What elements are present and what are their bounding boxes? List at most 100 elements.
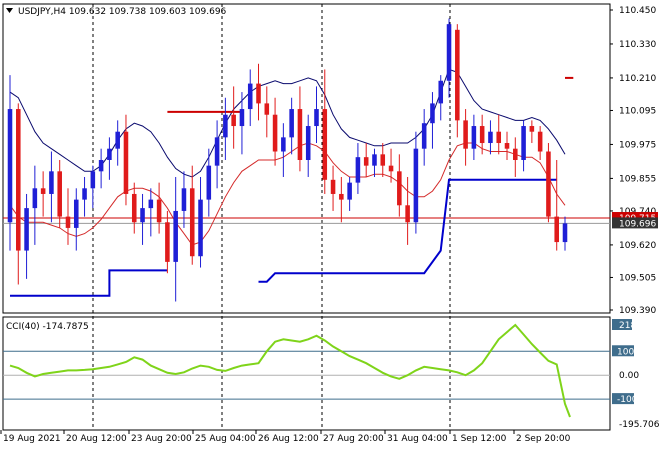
price-tick-label: 109.620 [619,241,656,251]
candle-body [140,208,145,223]
dropdown-triangle-icon [6,8,13,13]
candle [355,143,361,194]
candle [223,97,228,160]
time-tick-label: 19 Aug 2021 [3,434,61,444]
time-tick-label: 1 Sep 12:00 [452,434,507,444]
cci-level-tag [612,319,632,330]
time-tick-label: 27 Aug 20:00 [323,434,384,444]
candle [156,182,162,234]
candle [372,148,377,177]
candle [115,120,120,166]
candle [388,148,394,183]
candle [289,97,294,155]
candle-body [16,109,21,251]
candle [562,216,568,251]
candle-body [214,137,220,166]
candle [322,69,328,194]
candle-body [181,188,187,211]
candle [455,24,460,138]
time-tick-label: 25 Aug 04:00 [195,434,256,444]
candle-body [189,188,195,257]
candle-body [247,83,253,110]
candle-body [198,199,203,257]
candle [264,86,270,138]
candle-body [546,151,551,217]
candle-body [49,171,54,194]
cci-tick-label: -195.7063 [619,420,660,430]
candle [49,151,54,223]
candle-body [405,205,410,223]
candle [65,188,71,245]
candle-body [65,216,71,228]
cci-level-tag [612,345,634,357]
cci-tick-label: 100 [617,347,634,357]
candle [247,69,253,127]
candle-body [148,199,154,209]
price-tick-label: 110.330 [619,40,656,50]
candle-body [380,154,386,166]
cci-tick-label: -100 [617,395,638,405]
candle [90,165,96,209]
candle-body [339,193,344,200]
candle [256,63,261,121]
candle-body [206,165,212,200]
price-tick-label: 109.505 [619,273,656,283]
candle-body [421,123,427,149]
candle-body [107,148,112,160]
candle [272,97,278,166]
candle-body [32,188,38,209]
candle [165,210,170,274]
candle-body [554,216,559,243]
candle-body [115,131,120,149]
candle-body [562,223,568,243]
time-tick-label: 31 Aug 04:00 [387,434,448,444]
candle-body [430,103,435,124]
candle-body [239,109,245,127]
candle [16,103,21,285]
candle [397,154,402,217]
bid-price-tag-label: 109.696 [619,219,656,229]
candle-body [223,114,228,138]
cci-panel-frame [2,316,611,431]
candle-body [488,131,493,144]
candle-body [281,137,286,152]
candle [347,176,352,211]
candle-body [156,199,162,223]
candle [7,75,13,251]
candle [488,120,493,155]
candle [363,143,369,177]
candle-body [355,157,361,183]
candle-body [322,109,328,180]
candle [148,188,154,237]
candle [554,160,559,251]
candle [438,75,444,121]
candle [173,176,178,302]
candle-body [289,109,294,138]
candle-body [397,171,402,206]
candle-body [413,148,419,223]
candle [463,109,468,166]
candle [32,165,38,245]
candle [413,131,419,234]
candle [446,18,452,98]
candle-body [57,171,62,217]
candle [305,114,311,177]
candle [231,86,236,149]
time-tick-label: 23 Aug 20:00 [131,434,192,444]
candle [521,120,526,172]
cci-level-tag [612,393,634,405]
candle [189,165,195,265]
candle [537,126,543,160]
candle [123,114,129,206]
candle [405,176,410,245]
candle-body [455,29,460,121]
candle-body [347,182,352,200]
candle-body [297,109,303,160]
candle-body [24,208,29,251]
candle-body [372,154,377,166]
candle-body [305,126,311,160]
candle [57,160,62,228]
candle [496,114,502,155]
price-tick-label: 109.855 [619,174,656,184]
